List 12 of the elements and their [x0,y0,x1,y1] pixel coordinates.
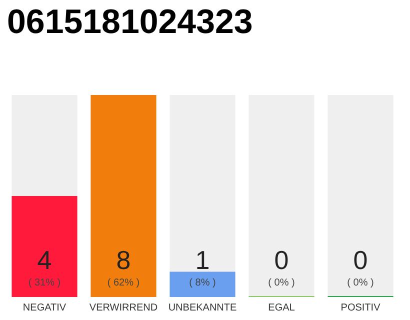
data-label: 8 ( 62% ) [107,245,140,288]
data-label: 0 ( 0% ) [268,245,295,288]
x-tick-label: NEGATIV [22,302,66,314]
x-tick-label: EGAL [268,302,296,314]
bar [170,272,236,297]
data-label: 0 ( 0% ) [347,245,374,288]
x-tick-label: VERWIRREND [89,302,158,314]
x-tick-label: UNBEKANNTE [168,302,237,314]
x-tick-label: POSITIV [340,302,381,314]
data-label: 4 ( 31% ) [28,245,61,288]
data-label: 1 ( 8% ) [189,245,216,288]
chart-title: 0615181024323 [7,3,253,41]
